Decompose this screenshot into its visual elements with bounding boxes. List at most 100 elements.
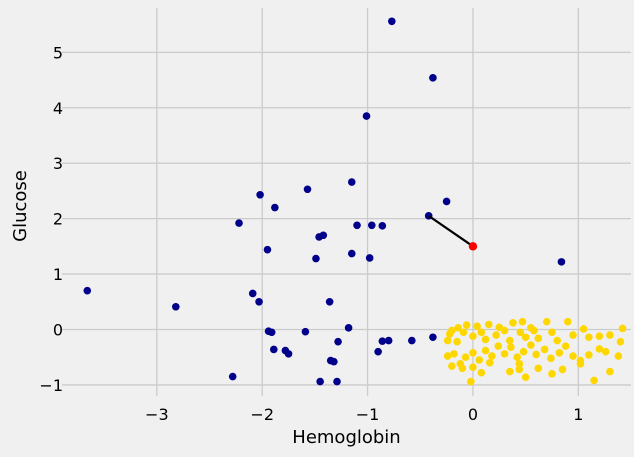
data-point-gold — [548, 328, 556, 337]
data-point-gold — [553, 336, 562, 345]
data-point-gold — [519, 347, 528, 356]
highlight-layer — [428, 214, 478, 251]
data-point-dark — [344, 324, 353, 332]
data-point-gold — [540, 345, 549, 354]
data-point-dark — [353, 221, 361, 230]
data-point-gold — [475, 356, 484, 364]
data-point-dark — [248, 289, 257, 298]
data-point-gold — [542, 317, 551, 326]
data-point-gold — [448, 362, 456, 370]
y-tick-label: 3 — [53, 154, 63, 173]
data-point-dark — [228, 372, 237, 381]
y-tick-labels: −1 0 1 2 3 4 5 — [39, 43, 63, 395]
data-point-dark — [256, 190, 264, 199]
data-point-gold — [443, 352, 452, 360]
data-point-gold — [477, 328, 486, 337]
data-point-gold — [486, 358, 494, 367]
x-tick-label: −3 — [145, 405, 169, 424]
data-point-dark — [374, 347, 382, 356]
data-point-dark — [271, 203, 279, 212]
data-point-gold — [513, 353, 521, 362]
data-point-gold — [558, 365, 567, 374]
x-tick-label: 0 — [468, 405, 478, 424]
data-point-gold — [506, 367, 514, 376]
highlight-point — [468, 242, 478, 251]
data-point-gold — [521, 333, 530, 342]
data-point-gold — [467, 377, 475, 386]
data-point-gold — [454, 324, 462, 332]
data-point-gold — [507, 343, 515, 352]
data-point-gold — [469, 332, 477, 340]
data-point-gold — [563, 317, 572, 326]
data-point-gold — [518, 317, 527, 326]
data-point-gold — [459, 328, 468, 337]
data-point-dark — [333, 377, 341, 386]
data-point-dark — [303, 185, 312, 194]
x-tick-label: 1 — [573, 405, 583, 424]
data-point-gold — [606, 367, 614, 376]
data-point-dark — [284, 350, 293, 358]
data-points — [83, 17, 627, 386]
x-tick-label: −2 — [250, 405, 274, 424]
data-point-gold — [481, 346, 490, 355]
data-point-gold — [488, 352, 496, 360]
data-point-dark — [367, 221, 376, 230]
data-point-gold — [473, 322, 481, 330]
y-tick-label: −1 — [39, 376, 63, 395]
data-point-gold — [506, 336, 514, 345]
data-point-dark — [263, 245, 272, 254]
data-point-gold — [561, 342, 570, 350]
data-point-gold — [595, 345, 604, 353]
data-point-dark — [255, 297, 263, 306]
data-point-dark — [442, 197, 451, 206]
data-point-gold — [509, 319, 517, 327]
data-point-dark — [347, 249, 356, 258]
y-axis-label: Glucose — [10, 170, 31, 242]
data-point-dark — [172, 302, 180, 311]
data-point-dark — [429, 333, 437, 342]
data-point-gold — [500, 326, 509, 335]
data-point-dark — [83, 286, 92, 295]
data-point-gold — [515, 365, 524, 374]
data-point-dark — [269, 345, 278, 354]
data-point-gold — [469, 348, 477, 357]
y-tick-label: 5 — [53, 43, 63, 62]
data-point-gold — [618, 324, 627, 333]
data-point-dark — [378, 222, 387, 230]
data-point-gold — [614, 352, 623, 360]
data-point-gold — [527, 341, 535, 349]
data-point-gold — [585, 333, 593, 342]
y-tick-label: 0 — [53, 320, 63, 339]
data-point-gold — [494, 342, 503, 350]
data-point-gold — [534, 334, 543, 343]
data-point-gold — [515, 360, 524, 368]
data-point-gold — [521, 373, 530, 381]
data-point-dark — [388, 17, 396, 26]
data-point-gold — [532, 350, 540, 359]
data-point-dark — [365, 254, 374, 262]
data-point-gold — [492, 331, 500, 339]
data-point-gold — [443, 336, 452, 345]
data-point-gold — [585, 351, 593, 359]
x-axis-label: Hemoglobin — [292, 427, 400, 448]
data-point-dark — [347, 178, 356, 186]
data-point-gold — [569, 352, 577, 360]
data-point-dark — [315, 233, 323, 241]
data-point-gold — [516, 328, 525, 337]
data-point-gold — [579, 325, 588, 333]
data-point-dark — [235, 219, 243, 227]
data-point-gold — [530, 326, 538, 335]
data-point-dark — [312, 254, 320, 263]
data-point-gold — [606, 331, 614, 339]
data-point-dark — [362, 112, 371, 120]
data-point-dark — [316, 377, 324, 386]
y-tick-label: 4 — [53, 99, 63, 118]
data-point-gold — [445, 330, 454, 338]
data-point-gold — [555, 348, 564, 357]
data-point-gold — [469, 363, 477, 371]
data-point-dark — [325, 297, 334, 306]
data-point-gold — [590, 376, 598, 385]
data-point-gold — [481, 335, 490, 344]
data-point-gold — [453, 337, 461, 346]
